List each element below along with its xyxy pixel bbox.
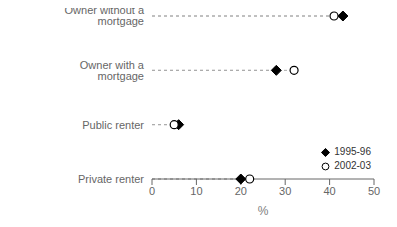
svg-text:0: 0 — [149, 185, 155, 197]
svg-text:20: 20 — [235, 185, 247, 197]
svg-text:Public renter: Public renter — [82, 119, 144, 131]
svg-text:30: 30 — [279, 185, 291, 197]
svg-text:%: % — [258, 204, 269, 218]
html-text:2002-03: 2002-03 — [334, 160, 371, 171]
svg-text:50: 50 — [368, 185, 380, 197]
html-text:1995-96: 1995-96 — [334, 146, 371, 157]
svg-text:Owner without amortgage: Owner without amortgage — [65, 8, 145, 27]
svg-text:Owner with amortgage: Owner with amortgage — [80, 59, 145, 82]
svg-text:10: 10 — [190, 185, 202, 197]
svg-text:40: 40 — [323, 185, 335, 197]
svg-text:Private renter: Private renter — [78, 173, 144, 185]
